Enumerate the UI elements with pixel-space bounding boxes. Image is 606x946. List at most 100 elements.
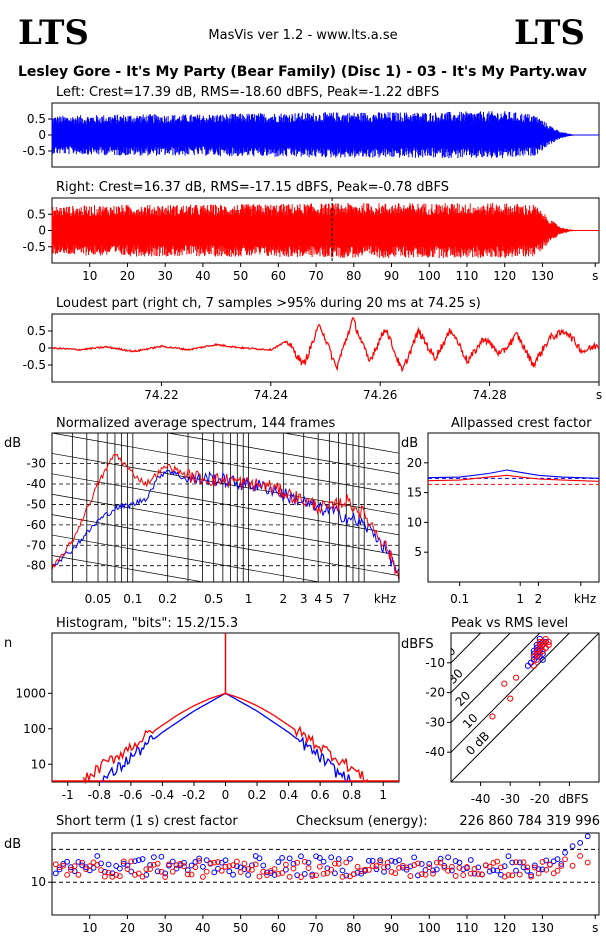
short-term-point-right xyxy=(373,863,380,869)
spectrum-plot: -30 -40 -50 -60 -70 -80 0.05 0.1 0.2 0.5 1 2 3 4 5 7 kHz xyxy=(26,432,400,606)
short-term-point-left xyxy=(192,858,199,865)
short-term-point-right xyxy=(377,859,384,866)
right-waveform-xtick-label: 90 xyxy=(384,269,399,283)
short-term-point-right xyxy=(279,870,286,876)
short-term-point-left xyxy=(448,867,455,874)
short-term-xtick-label: 60 xyxy=(271,921,286,935)
short-term-point-left xyxy=(124,862,131,869)
short-term-point-right xyxy=(516,871,523,878)
peak-vs-rms-point-left xyxy=(527,659,535,666)
peak-vs-rms-diagonal xyxy=(451,633,599,782)
short-term-point-left xyxy=(335,856,342,862)
peak-vs-rms-point-left xyxy=(524,662,532,669)
short-term-point-right xyxy=(452,873,459,879)
short-term-point-right xyxy=(339,873,346,880)
short-term-point-right xyxy=(490,859,497,866)
short-term-point-right xyxy=(79,859,86,866)
short-term-point-left xyxy=(343,872,350,879)
short-term-point-left xyxy=(211,869,218,876)
loudest-part-xtick-label: 74.26 xyxy=(363,388,397,402)
peak-vs-rms-point-right xyxy=(513,674,520,681)
allpassed-frame xyxy=(427,432,600,583)
peak-vs-rms-diagonal-label: 30 xyxy=(445,666,466,687)
short-term-point-right xyxy=(316,863,323,870)
short-term-point-right xyxy=(154,860,161,867)
short-term-point-right xyxy=(147,866,153,873)
logo-right: LTS xyxy=(514,13,585,53)
short-term-point-left xyxy=(558,861,565,867)
right-waveform-xtick-label: 100 xyxy=(418,269,441,283)
allpassed-crest-plot: 20 15 10 5 0.1 1 2 kHz xyxy=(407,432,600,606)
short-term-point-right xyxy=(181,863,187,870)
short-term-point-right xyxy=(350,871,357,878)
short-term-xtick-label: 70 xyxy=(308,921,323,935)
short-term-point-left xyxy=(494,867,501,874)
short-term-point-right xyxy=(237,869,244,875)
short-term-point-left xyxy=(569,843,576,850)
short-term-point-right xyxy=(313,872,319,879)
short-term-point-left xyxy=(52,870,59,877)
short-term-point-right xyxy=(520,859,527,866)
allpassed-ytick-label: 15 xyxy=(407,486,422,500)
short-term-point-right xyxy=(494,858,501,865)
short-term-point-right xyxy=(524,864,531,871)
short-term-point-left xyxy=(298,853,304,860)
spectrum-slope-line xyxy=(52,473,399,536)
right-waveform-xtick-label: 130 xyxy=(531,269,554,283)
loudest-part-title: Loudest part (right ch, 7 samples >95% d… xyxy=(56,296,481,311)
histogram-ytick-label: 100 xyxy=(23,722,46,736)
left-waveform-plot: 0.5 0 -0.5 xyxy=(23,102,600,168)
allpassed-ylabel: dB xyxy=(401,436,418,451)
short-term-point-right xyxy=(320,870,327,877)
spectrum-slope-line xyxy=(52,555,205,582)
short-term-point-left xyxy=(332,870,338,877)
short-term-point-right xyxy=(226,863,233,870)
right-waveform-plot: 0.5 0 -0.5 10 20 30 40 50 60 70 80 90 100 110 120 130 s xyxy=(23,197,600,283)
short-term-point-left xyxy=(516,859,523,866)
histogram-xtick-label: -0.6 xyxy=(119,788,142,802)
left-waveform-ytick-label: -0.5 xyxy=(23,144,46,158)
allpassed-xtick-label: 0.1 xyxy=(450,592,469,606)
short-term-point-right xyxy=(365,866,372,873)
short-term-point-right xyxy=(388,869,395,875)
short-term-xtick-label: 30 xyxy=(158,921,173,935)
histogram-title: Histogram, "bits": 15.2/15.3 xyxy=(56,616,238,631)
loudest-part-series-line xyxy=(51,317,600,373)
short-term-point-right xyxy=(505,872,512,878)
peak-vs-rms-point-right xyxy=(530,662,537,669)
short-term-point-left xyxy=(407,863,414,870)
peak-vs-rms-ytick-label: -30 xyxy=(425,715,445,729)
short-term-point-right xyxy=(486,863,493,870)
peak-vs-rms-point-left xyxy=(539,656,546,663)
short-term-point-left xyxy=(139,856,146,862)
spectrum-ytick-label: -40 xyxy=(26,477,46,491)
histogram-xtick-label: -0.2 xyxy=(182,788,205,802)
short-term-point-right xyxy=(448,863,455,870)
short-term-point-left xyxy=(430,867,436,874)
short-term-point-right xyxy=(415,860,421,867)
short-term-point-left xyxy=(98,860,104,867)
short-term-point-left xyxy=(543,857,550,864)
spectrum-ytick-label: -30 xyxy=(26,457,46,471)
short-term-point-right xyxy=(52,861,59,868)
short-term-point-left xyxy=(490,867,497,874)
spectrum-ytick-label: -50 xyxy=(26,497,46,511)
right-waveform-series-line xyxy=(51,202,598,259)
short-term-point-right xyxy=(94,861,101,868)
short-term-point-left xyxy=(584,833,591,840)
short-term-point-right xyxy=(252,861,259,868)
short-term-point-right xyxy=(430,870,436,877)
short-term-point-right xyxy=(192,864,199,871)
short-term-point-right xyxy=(513,859,519,866)
right-waveform-xtick-label: s xyxy=(592,269,598,283)
short-term-point-right xyxy=(328,866,335,873)
right-waveform-xtick-label: 120 xyxy=(493,269,516,283)
short-term-point-right xyxy=(558,863,565,869)
short-term-point-right xyxy=(577,853,584,859)
short-term-point-left xyxy=(445,854,452,861)
short-term-point-right xyxy=(282,861,289,868)
short-term-point-right xyxy=(222,863,229,870)
spectrum-slope-line xyxy=(52,534,321,582)
short-term-point-right xyxy=(264,872,270,879)
short-term-point-left xyxy=(365,857,372,864)
